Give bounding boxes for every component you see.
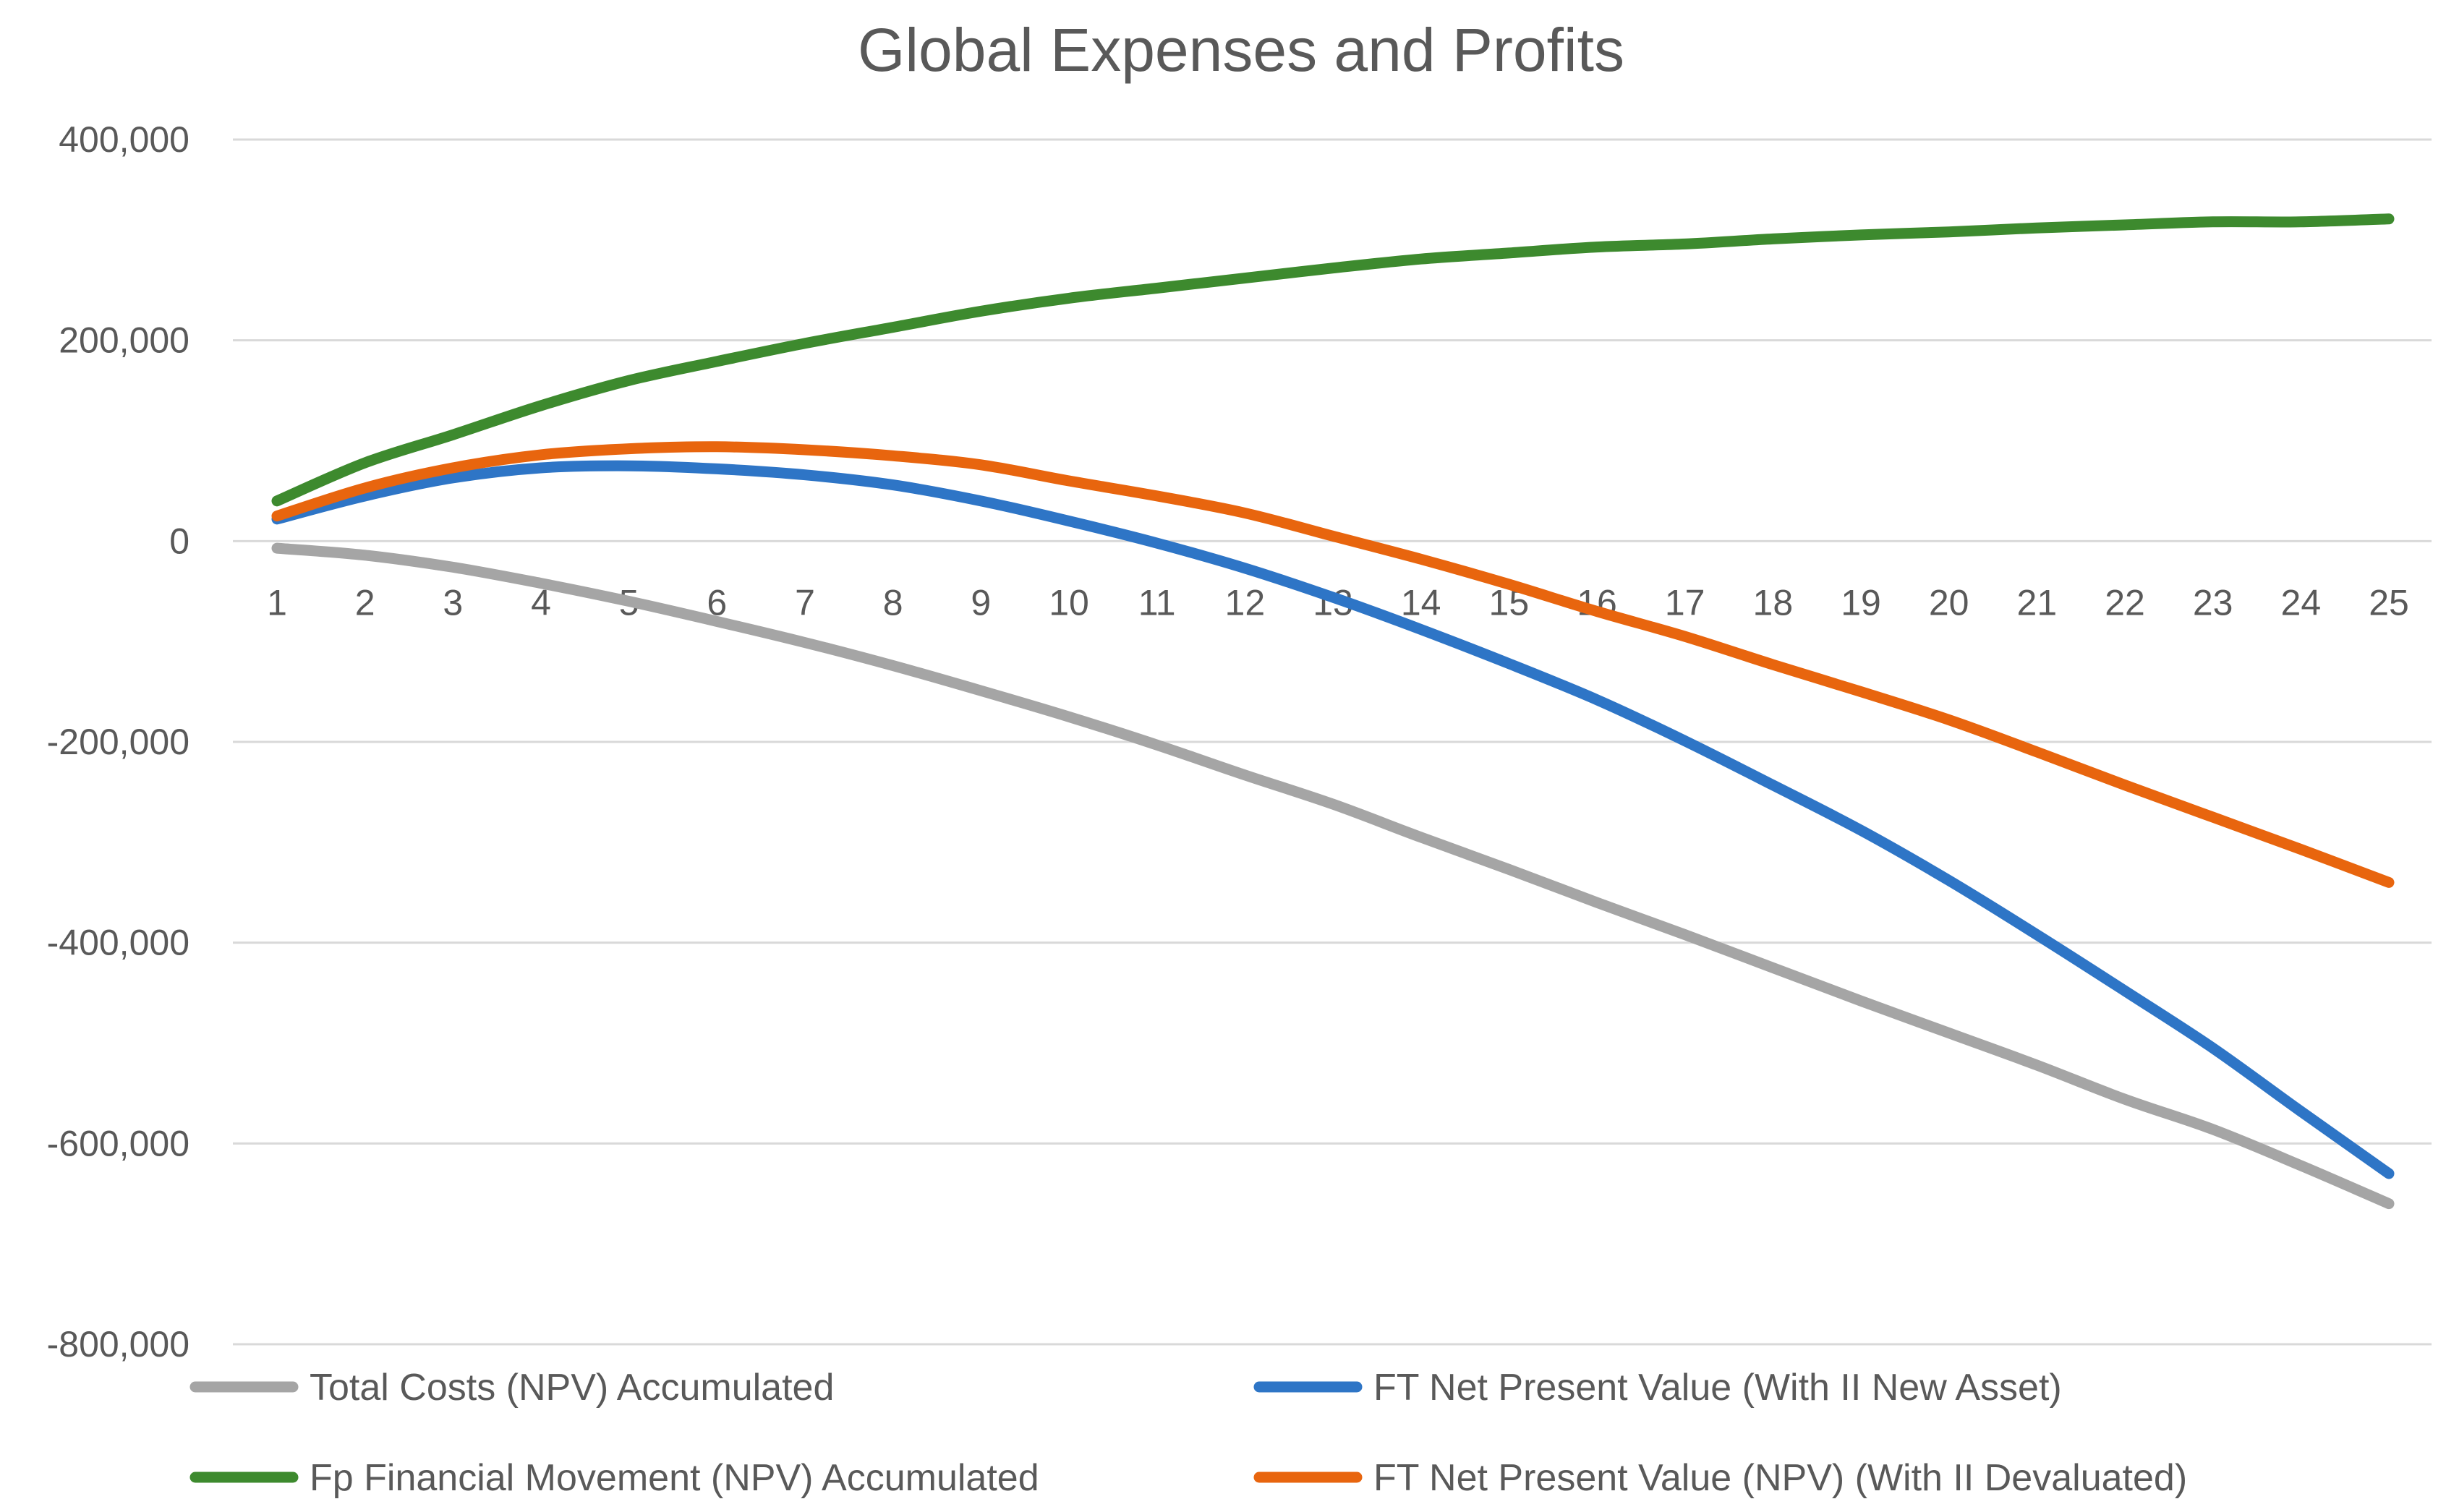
y-tick-label: 0 bbox=[169, 521, 189, 561]
x-tick-label: 8 bbox=[883, 582, 903, 623]
x-tick-label: 19 bbox=[1841, 582, 1881, 623]
series-line-fp-financial-movement bbox=[271, 213, 2395, 507]
y-tick-label: 200,000 bbox=[59, 320, 189, 361]
y-tick-label: -400,000 bbox=[47, 923, 189, 963]
x-tick-label: 18 bbox=[1753, 582, 1794, 623]
x-tick-label: 25 bbox=[2369, 582, 2409, 623]
series-line-ft-npv-devaluated bbox=[271, 441, 2395, 888]
x-tick-label: 22 bbox=[2105, 582, 2145, 623]
chart-title: Global Expenses and Profits bbox=[858, 16, 1624, 84]
x-tick-label: 23 bbox=[2193, 582, 2233, 623]
legend-label: Total Costs (NPV) Accumulated bbox=[310, 1367, 834, 1409]
gridlines bbox=[233, 138, 2432, 1346]
x-tick-label: 7 bbox=[795, 582, 815, 623]
y-tick-label: -200,000 bbox=[47, 722, 189, 762]
y-tick-label: 400,000 bbox=[59, 119, 189, 160]
y-tick-label: -600,000 bbox=[47, 1123, 189, 1163]
x-tick-label: 20 bbox=[1929, 582, 1969, 623]
series-line-total-costs bbox=[271, 542, 2395, 1210]
legend-label: FT Net Present Value (NPV) (With II Deva… bbox=[1373, 1457, 2187, 1499]
x-tick-label: 21 bbox=[2017, 582, 2058, 623]
x-tick-label: 1 bbox=[267, 582, 287, 623]
x-tick-label: 24 bbox=[2281, 582, 2322, 623]
series-line-ft-npv-new-asset bbox=[271, 460, 2395, 1179]
x-tick-label: 9 bbox=[971, 582, 991, 623]
legend-label: FT Net Present Value (With II New Asset) bbox=[1373, 1367, 2062, 1409]
x-tick-label: 10 bbox=[1049, 582, 1089, 623]
x-tick-label: 11 bbox=[1138, 582, 1176, 623]
x-tick-label: 2 bbox=[355, 582, 375, 623]
legend: Total Costs (NPV) Accumulated FT Net Pres… bbox=[189, 1367, 2187, 1499]
x-tick-label: 3 bbox=[443, 582, 463, 623]
x-tick-label: 12 bbox=[1225, 582, 1266, 623]
x-tick-label: 14 bbox=[1401, 582, 1441, 623]
series-lines bbox=[271, 213, 2395, 1210]
legend-label: Fp Financial Movement (NPV) Accumulated bbox=[310, 1457, 1039, 1499]
y-axis-ticks: 400,000 200,000 0 -200,000 -400,000 -600,000 -… bbox=[47, 119, 189, 1364]
y-tick-label: -800,000 bbox=[47, 1324, 189, 1364]
x-tick-label: 17 bbox=[1665, 582, 1705, 623]
